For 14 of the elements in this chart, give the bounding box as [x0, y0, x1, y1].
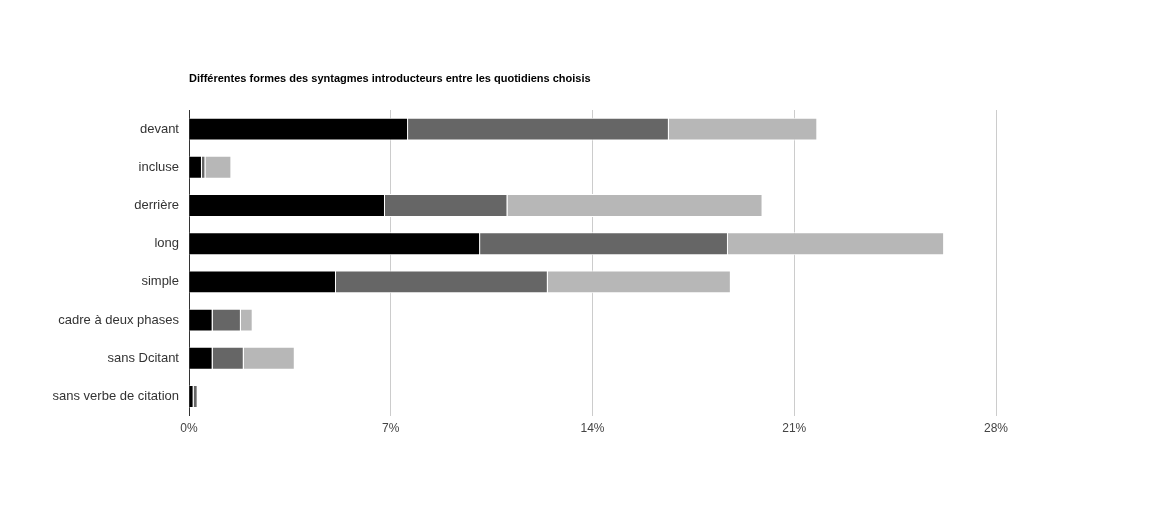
x-tick-label: 28% — [983, 421, 1009, 436]
y-tick-label: long — [154, 235, 179, 251]
x-tick-label: 21% — [782, 421, 807, 436]
x-tick-label: 0% — [180, 421, 198, 436]
y-tick-label: incluse — [138, 158, 179, 174]
y-tick-label: cadre à deux phases — [58, 311, 180, 327]
y-tick-label: derrière — [134, 197, 179, 213]
x-tick-label: 14% — [580, 421, 605, 436]
y-tick-label: simple — [141, 273, 179, 289]
y-tick-label: devant — [139, 120, 180, 136]
chart-title: Différentes formes des syntagmes introducteurs entre les quotidiens choisis — [189, 72, 591, 84]
y-tick-label: sans verbe de citation — [52, 388, 179, 404]
y-tick-label: sans Dcitant — [107, 349, 180, 365]
x-tick-label: 7% — [382, 421, 400, 436]
